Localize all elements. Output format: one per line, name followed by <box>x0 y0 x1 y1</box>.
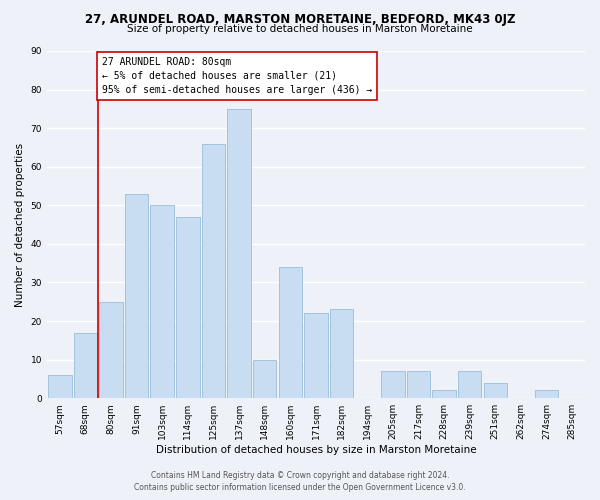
Bar <box>99 302 123 398</box>
Bar <box>176 217 200 398</box>
Bar <box>125 194 148 398</box>
Bar <box>484 383 507 398</box>
Bar <box>304 314 328 398</box>
Bar <box>278 267 302 398</box>
Bar <box>74 332 97 398</box>
Bar <box>253 360 277 398</box>
Bar <box>202 144 225 398</box>
Bar <box>227 109 251 398</box>
Text: Size of property relative to detached houses in Marston Moretaine: Size of property relative to detached ho… <box>127 24 473 34</box>
Bar <box>432 390 456 398</box>
Bar <box>330 310 353 398</box>
Bar <box>458 371 481 398</box>
Bar <box>151 206 174 398</box>
Bar <box>48 375 71 398</box>
Text: 27, ARUNDEL ROAD, MARSTON MORETAINE, BEDFORD, MK43 0JZ: 27, ARUNDEL ROAD, MARSTON MORETAINE, BED… <box>85 12 515 26</box>
X-axis label: Distribution of detached houses by size in Marston Moretaine: Distribution of detached houses by size … <box>155 445 476 455</box>
Text: Contains HM Land Registry data © Crown copyright and database right 2024.
Contai: Contains HM Land Registry data © Crown c… <box>134 471 466 492</box>
Bar <box>407 371 430 398</box>
Bar <box>535 390 559 398</box>
Bar <box>381 371 404 398</box>
Text: 27 ARUNDEL ROAD: 80sqm
← 5% of detached houses are smaller (21)
95% of semi-deta: 27 ARUNDEL ROAD: 80sqm ← 5% of detached … <box>102 57 372 95</box>
Y-axis label: Number of detached properties: Number of detached properties <box>15 142 25 306</box>
